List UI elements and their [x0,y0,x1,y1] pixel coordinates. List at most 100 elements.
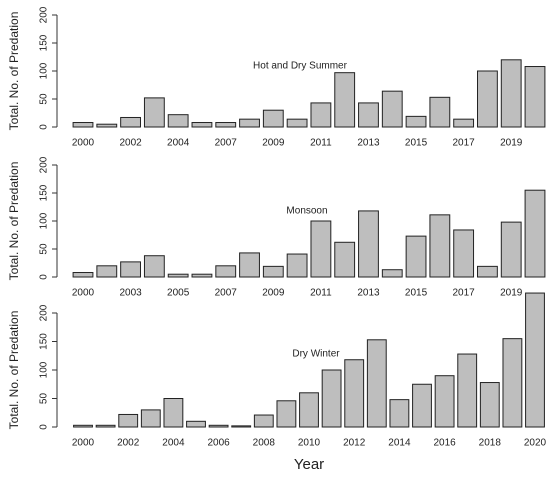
bar [72,272,94,278]
bar [344,359,365,428]
x-tick-label: 2011 [310,288,332,299]
bar [453,229,475,278]
bar [96,123,118,128]
x-tick-label: 2004 [162,438,185,449]
y-tick-label: 150 [39,34,50,51]
x-tick-label: 2012 [343,438,366,449]
bar [479,382,500,428]
x-tick-label: 2000 [72,138,95,149]
bar [262,109,284,128]
x-tick-label: 2019 [500,138,523,149]
bar [167,114,189,128]
bar [286,253,308,278]
bar [434,375,455,428]
y-axis-label: Total. No. of Predation [7,162,21,281]
x-tick-label: 2007 [215,138,238,149]
bar [366,339,387,428]
y-axis-label: Total. No. of Predation [7,311,21,430]
bar [143,97,165,128]
bar [310,220,332,278]
bar [321,369,342,428]
bar [286,118,308,128]
y-tick-label: 0 [39,424,50,430]
y-axis-label: Total. No. of Predation [7,12,21,131]
bar [163,398,184,428]
bar [500,221,522,278]
x-tick-label: 2007 [215,288,238,299]
x-tick-label: 2006 [207,438,230,449]
bar [191,273,213,278]
bar [253,414,274,428]
y-tick-label: 150 [39,184,50,201]
x-tick-label: 2017 [453,288,476,299]
bar [215,122,237,128]
bar [215,265,237,278]
bar [95,424,116,428]
bar [208,424,229,428]
bar [429,96,451,128]
y-tick-label: 0 [39,124,50,130]
bar [477,265,498,278]
y-tick-label: 200 [39,156,50,173]
bar [120,116,141,128]
y-tick-label: 50 [39,93,50,105]
bar [299,392,319,428]
x-tick-label: 2019 [500,288,523,299]
x-axis-label: Year [294,456,324,473]
bar [310,102,332,128]
bar [381,269,403,278]
bar [118,413,139,428]
x-tick-label: 2004 [167,138,190,149]
x-tick-label: 2015 [405,138,428,149]
bar [140,409,161,428]
x-tick-label: 2000 [72,438,95,449]
bar [358,102,379,128]
bar [167,273,189,278]
bar [412,383,432,428]
bar [73,424,93,428]
bar [262,265,284,278]
bar [186,420,206,428]
bar [120,261,141,278]
y-tick-label: 100 [39,62,50,79]
chart-title: Monsoon [286,206,327,217]
bar [405,115,427,128]
bar [72,122,94,128]
y-tick-label: 50 [39,393,50,405]
bar [524,66,546,128]
bar [239,118,260,128]
chart-title: Dry Winter [292,349,340,360]
bar [405,235,427,278]
bar [453,118,475,128]
bar [231,425,252,428]
x-tick-label: 2013 [357,138,380,149]
bar [381,90,403,128]
y-tick-label: 50 [39,243,50,255]
x-tick-label: 2002 [119,138,142,149]
y-tick-label: 200 [39,6,50,23]
y-tick-label: 100 [39,361,50,378]
y-tick-label: 100 [39,212,50,229]
bar [502,338,523,428]
x-tick-label: 2013 [357,288,380,299]
bar [96,265,118,278]
bar [525,292,545,428]
x-tick-label: 2005 [167,288,190,299]
bar [334,241,356,278]
x-tick-label: 2002 [117,438,140,449]
bar [143,255,165,278]
x-tick-label: 2018 [479,438,502,449]
x-tick-label: 2015 [405,288,428,299]
y-tick-label: 200 [39,304,50,321]
chart-title: Hot and Dry Summer [253,61,348,72]
x-tick-label: 2014 [388,438,411,449]
bar [457,353,478,428]
x-tick-label: 2010 [298,438,321,449]
bar [524,189,546,278]
bar [429,214,451,278]
y-tick-label: 0 [39,274,50,280]
bar [477,70,498,128]
bar [389,399,410,428]
x-tick-label: 2016 [433,438,456,449]
